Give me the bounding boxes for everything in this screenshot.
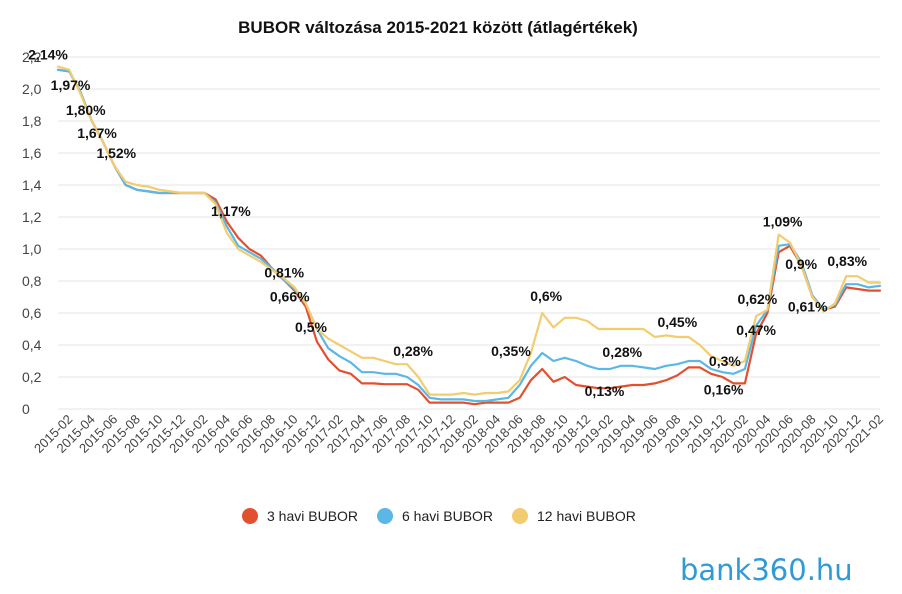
data-label: 0,62% [738, 291, 778, 307]
data-label: 0,13% [585, 383, 625, 399]
data-label: 0,83% [827, 253, 867, 269]
y-tick-label: 1,6 [22, 145, 42, 161]
brand-logo: bank360.hu [680, 553, 853, 587]
series-lines [56, 65, 882, 406]
legend-marker [512, 508, 528, 524]
data-label: 0,47% [736, 322, 776, 338]
series-line-1 [56, 68, 882, 406]
data-label: 1,80% [66, 102, 106, 118]
legend-label: 6 havi BUBOR [402, 508, 493, 524]
data-label: 0,35% [491, 343, 531, 359]
data-label: 0,28% [393, 343, 433, 359]
data-label: 0,45% [657, 314, 697, 330]
data-label: 0,61% [788, 298, 828, 314]
x-axis-ticks: 2015-022015-042015-062015-082015-102015-… [31, 412, 886, 456]
series-line-3 [56, 65, 882, 396]
data-label: 1,67% [77, 125, 117, 141]
data-label: 0,66% [270, 288, 310, 304]
legend-marker [242, 508, 258, 524]
y-tick-label: 0,8 [22, 273, 42, 289]
y-tick-label: 1,2 [22, 209, 42, 225]
y-axis-ticks: 0 0,2 0,4 0,6 0,8 1,0 1,2 1,4 1,6 1,8 2,0 2,2 [22, 49, 42, 417]
data-label: 1,52% [96, 145, 136, 161]
data-label: 0,6% [530, 288, 562, 304]
data-label: 0,81% [264, 264, 304, 280]
y-tick-label: 2,0 [22, 81, 42, 97]
gridlines [58, 56, 880, 410]
y-tick-label: 0,6 [22, 305, 42, 321]
data-label: 0,16% [704, 381, 744, 397]
data-label: 1,09% [763, 214, 803, 230]
legend-label: 3 havi BUBOR [267, 508, 358, 524]
data-label: 0,5% [295, 319, 327, 335]
legend: 3 havi BUBOR 6 havi BUBOR 12 havi BUBOR [242, 508, 636, 524]
data-label: 2,14% [28, 47, 68, 63]
legend-label: 12 havi BUBOR [537, 508, 636, 524]
data-label: 1,17% [211, 203, 251, 219]
y-tick-label: 1,8 [22, 113, 42, 129]
data-labels: 2,14% 1,97% 1,80% 1,67% 1,52% 1,17% 0,81% 0,66%… [28, 47, 867, 400]
series-line-2 [56, 68, 882, 403]
legend-marker [377, 508, 393, 524]
data-label: 0,28% [602, 344, 642, 360]
chart-title: BUBOR változása 2015-2021 között (átlagé… [238, 18, 638, 37]
y-tick-label: 1,4 [22, 177, 42, 193]
y-tick-label: 2,2 [22, 49, 42, 65]
y-tick-label: 1,0 [22, 241, 42, 257]
data-label: 0,3% [709, 353, 741, 369]
y-tick-label: 0 [22, 401, 30, 417]
y-tick-label: 0,2 [22, 369, 42, 385]
data-label: 0,9% [785, 256, 817, 272]
y-tick-label: 0,4 [22, 337, 42, 353]
data-label: 1,97% [51, 77, 91, 93]
